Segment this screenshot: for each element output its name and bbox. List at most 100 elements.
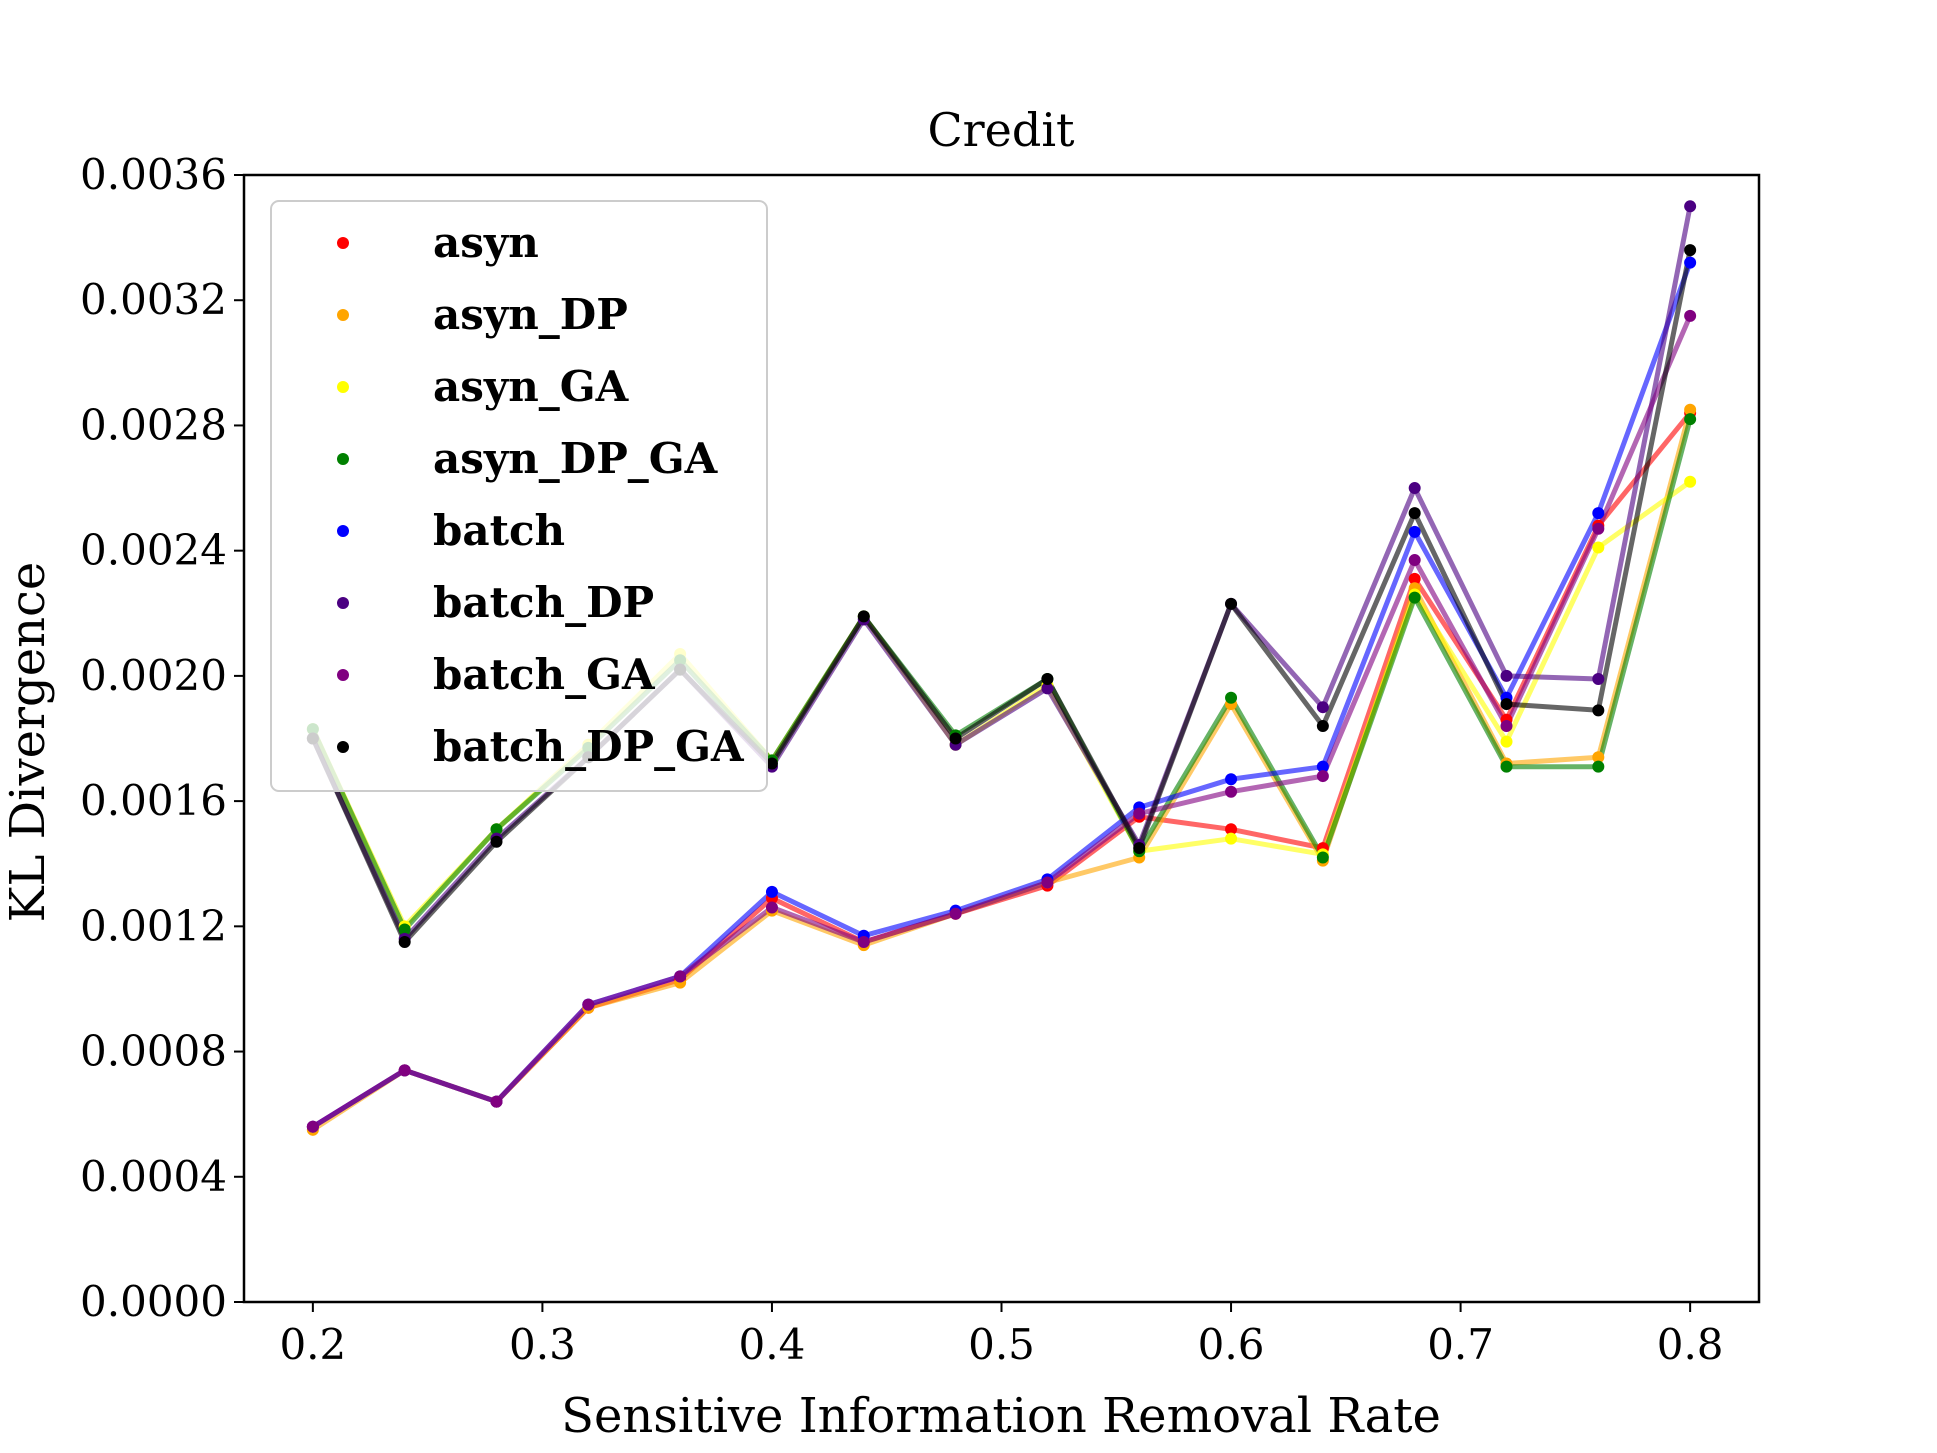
x-tick-label: 0.2	[279, 1320, 346, 1369]
data-point-batch-ga	[1041, 876, 1054, 889]
data-point-batch-ga	[398, 1064, 411, 1077]
data-point-batch-ga	[306, 1120, 319, 1133]
y-tick-label: 0.0004	[80, 1152, 227, 1201]
data-point-batch-dp-ga	[1133, 842, 1146, 855]
data-point-batch	[1316, 760, 1329, 773]
legend-label-batch-dp-ga: batch_DP_GA	[433, 722, 745, 771]
data-point-asyn-dp-ga	[1500, 760, 1513, 773]
x-axis-label: Sensitive Information Removal Rate	[561, 1388, 1441, 1444]
legend-label-asyn: asyn	[433, 218, 539, 267]
data-point-batch-ga	[490, 1095, 503, 1108]
data-point-batch-dp-ga	[949, 732, 962, 745]
data-point-batch-dp	[1684, 200, 1697, 213]
data-point-batch-ga	[1316, 770, 1329, 783]
data-point-batch-dp-ga	[1684, 244, 1697, 257]
data-point-batch-dp-ga	[765, 757, 778, 770]
legend-marker-asyn-dp-ga	[337, 453, 349, 465]
legend-label-asyn-dp-ga: asyn_DP_GA	[433, 434, 719, 483]
data-point-batch-ga	[582, 998, 595, 1011]
legend-label-batch-ga: batch_GA	[433, 650, 656, 699]
y-tick-label: 0.0012	[80, 901, 227, 950]
legend-marker-batch	[337, 525, 349, 537]
data-point-batch	[1684, 256, 1697, 269]
data-point-batch-dp-ga	[857, 610, 870, 623]
data-point-asyn	[1408, 572, 1421, 585]
data-point-batch	[1225, 773, 1238, 786]
data-point-batch-dp-ga	[1408, 507, 1421, 520]
data-point-batch-ga	[765, 901, 778, 914]
x-tick-label: 0.6	[1198, 1320, 1265, 1369]
data-point-asyn-dp-ga	[1225, 691, 1238, 704]
y-tick-label: 0.0000	[80, 1277, 227, 1326]
data-point-batch-ga	[857, 935, 870, 948]
y-tick-label: 0.0032	[80, 275, 227, 324]
data-point-batch-dp-ga	[1041, 673, 1054, 686]
data-point-asyn-ga	[1592, 541, 1605, 554]
data-point-asyn-dp	[1684, 403, 1697, 416]
data-point-batch-dp-ga	[1500, 698, 1513, 711]
data-point-asyn-dp-ga	[398, 923, 411, 936]
x-tick-label: 0.4	[739, 1320, 806, 1369]
data-point-batch	[1592, 507, 1605, 520]
y-tick-label: 0.0008	[80, 1027, 227, 1076]
data-point-batch-dp-ga	[490, 835, 503, 848]
data-point-asyn-ga	[1684, 475, 1697, 488]
data-point-batch-dp	[1041, 682, 1054, 695]
data-point-asyn	[1225, 823, 1238, 836]
legend-marker-asyn-dp	[337, 309, 349, 321]
x-tick-label: 0.5	[968, 1320, 1035, 1369]
legend-marker-batch-dp-ga	[337, 741, 349, 753]
y-tick-label: 0.0028	[80, 400, 227, 449]
legend-marker-batch-ga	[337, 669, 349, 681]
data-point-batch	[1408, 525, 1421, 538]
x-tick-label: 0.7	[1427, 1320, 1494, 1369]
legend-box	[270, 200, 768, 792]
legend-marker-asyn	[337, 237, 349, 249]
x-tick-label: 0.3	[509, 1320, 576, 1369]
legend-label-asyn-dp: asyn_DP	[433, 290, 628, 339]
data-point-asyn-dp	[1592, 751, 1605, 764]
legend-marker-batch-dp	[337, 597, 349, 609]
data-point-batch-ga	[1225, 785, 1238, 798]
data-point-batch-ga	[1133, 807, 1146, 820]
data-point-batch-ga	[1500, 719, 1513, 732]
data-point-batch-dp	[1316, 701, 1329, 714]
data-point-asyn-ga	[1500, 735, 1513, 748]
data-point-batch-ga	[1684, 309, 1697, 322]
data-point-batch-ga	[1592, 522, 1605, 535]
y-tick-label: 0.0036	[80, 150, 227, 199]
data-point-asyn-dp-ga	[1316, 851, 1329, 864]
legend-label-asyn-ga: asyn_GA	[433, 362, 630, 411]
y-axis: 0.0000 0.0004 0.0008 0.0012 0.0016 0.0020 0.00…	[80, 150, 244, 1326]
data-point-asyn-dp-ga	[1684, 413, 1697, 426]
data-point-batch-dp-ga	[1592, 704, 1605, 717]
y-axis-label: KL Divergence	[0, 562, 56, 923]
chart-title: Credit	[927, 103, 1075, 157]
data-point-asyn-dp-ga	[1592, 760, 1605, 773]
x-axis: 0.2 0.3 0.4 0.5 0.6 0.7 0.8	[279, 1302, 1724, 1369]
data-point-batch-dp	[1592, 673, 1605, 686]
series-line-batch-ga	[310, 313, 1693, 1130]
data-point-asyn-dp-ga	[490, 823, 503, 836]
data-point-batch-dp-ga	[398, 935, 411, 948]
data-point-asyn-dp-ga	[1408, 591, 1421, 604]
data-point-batch	[765, 885, 778, 898]
data-point-batch-dp	[1500, 669, 1513, 682]
data-point-batch-dp-ga	[1316, 719, 1329, 732]
series-line-batch-dp-ga	[310, 247, 1693, 945]
data-point-asyn-ga	[1225, 832, 1238, 845]
data-point-batch-ga	[674, 970, 687, 983]
legend-label-batch: batch	[433, 506, 565, 555]
x-tick-label: 0.8	[1657, 1320, 1724, 1369]
legend-marker-asyn-ga	[337, 381, 349, 393]
data-point-batch-dp-ga	[1225, 597, 1238, 610]
data-point-batch-dp	[1408, 482, 1421, 495]
y-tick-label: 0.0020	[80, 651, 227, 700]
y-tick-label: 0.0024	[80, 526, 227, 575]
legend-label-batch-dp: batch_DP	[433, 578, 654, 627]
y-tick-label: 0.0016	[80, 776, 227, 825]
data-point-batch-ga	[949, 907, 962, 920]
data-point-batch-ga	[1408, 554, 1421, 567]
